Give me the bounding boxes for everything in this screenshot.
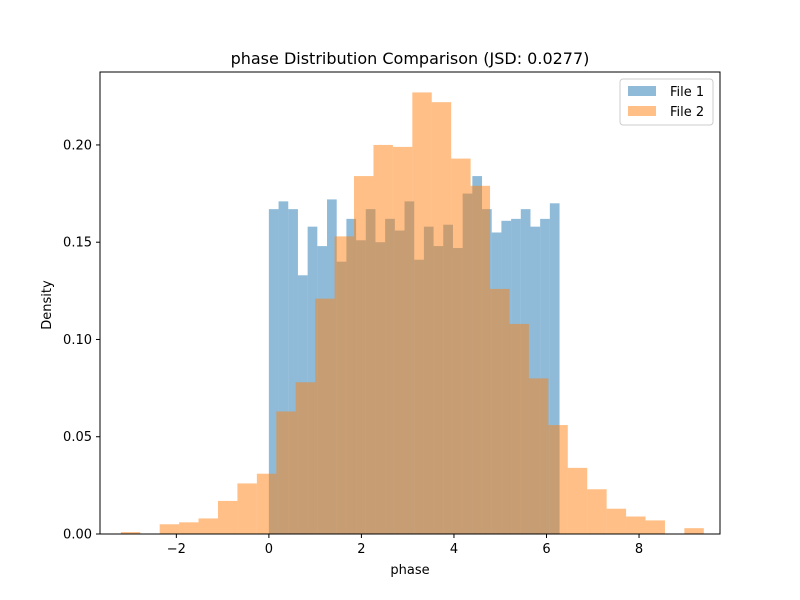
bar-series-2: [587, 489, 607, 534]
bar-series-2: [373, 144, 393, 534]
bar-series-2: [470, 185, 491, 534]
bar-series-2: [606, 508, 627, 534]
bar-series-2: [626, 516, 646, 534]
bar-series-1: [549, 203, 560, 534]
bar-series-2: [354, 176, 374, 534]
x-tick-label: 8: [635, 542, 643, 557]
bar-series-1: [288, 209, 298, 534]
y-axis-label: Density: [40, 280, 55, 330]
bar-series-2: [509, 323, 529, 534]
legend-label-series-1: File 1: [670, 85, 704, 100]
x-tick-label: 2: [357, 542, 365, 557]
bar-series-2: [217, 500, 238, 534]
legend-label-series-2: File 2: [670, 105, 704, 120]
legend: File 1 File 2: [619, 78, 714, 126]
y-tick-label: 0.00: [63, 528, 92, 543]
bar-series-1: [307, 226, 318, 534]
bar-series-2: [548, 425, 568, 534]
y-tick-label: 0.15: [63, 236, 92, 251]
y-tick-label: 0.20: [63, 138, 92, 153]
bar-series-2: [490, 288, 510, 534]
legend-swatch-series-1: [628, 86, 656, 96]
bar-series-2: [295, 382, 316, 534]
y-tick-label: 0.05: [63, 430, 92, 445]
x-tick-label: 4: [450, 542, 458, 557]
bar-series-2: [645, 520, 665, 534]
bar-series-2: [334, 236, 355, 534]
bar-series-1: [278, 201, 289, 535]
bar-series-2: [159, 524, 180, 534]
y-tick-label: 0.10: [63, 333, 92, 348]
x-axis-label: phase: [390, 563, 429, 578]
axes-layer: −2 0 2 4 6 8 0.00 0.05 0.10 0.15 0.20: [63, 71, 721, 557]
x-tick-label: 0: [265, 542, 273, 557]
bar-series-2: [684, 528, 704, 534]
bar-series-2: [237, 483, 257, 534]
bar-series-2: [179, 522, 199, 534]
bar-series-2: [528, 378, 549, 534]
bar-series-2: [276, 411, 296, 534]
bar-series-2: [256, 473, 277, 534]
bar-series-2: [120, 532, 141, 534]
x-tick-label: 6: [542, 542, 550, 557]
bar-series-2: [431, 102, 452, 534]
bar-series-2: [198, 518, 218, 534]
plot-frame: [99, 71, 721, 535]
bar-series-2: [412, 92, 432, 534]
bars-layer: [120, 92, 704, 535]
bar-series-2: [451, 158, 471, 534]
legend-swatch-series-2: [628, 106, 656, 116]
chart-title: phase Distribution Comparison (JSD: 0.02…: [231, 49, 590, 68]
bar-series-2: [315, 298, 335, 534]
bar-series-1: [540, 218, 550, 534]
bar-series-2: [567, 467, 588, 534]
bar-series-2: [392, 146, 413, 534]
x-tick-label: −2: [167, 542, 186, 557]
bar-series-1: [268, 209, 279, 534]
